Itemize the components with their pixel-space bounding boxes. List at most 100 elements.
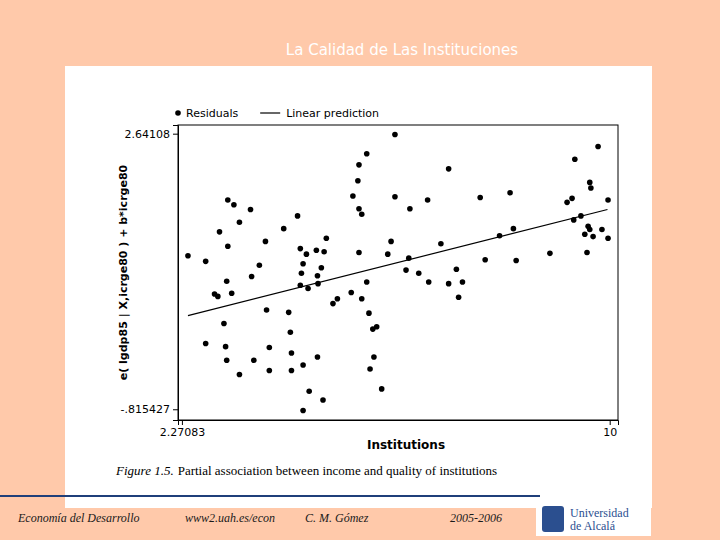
residual-point [392,194,398,200]
y-axis-title: e( lgdp85 | X,icrge80 ) + b*icrge80 [117,164,130,380]
residual-point [584,250,590,256]
residual-point [371,354,377,360]
residual-point [374,324,380,330]
residual-point [379,386,385,392]
legend: Residuals Linear prediction [175,107,379,120]
residual-point [513,258,519,264]
residual-point [388,239,394,245]
residual-point [320,397,326,403]
residual-point [203,341,209,347]
footer-text: C. M. Gómez [305,511,369,525]
residual-point [251,357,257,363]
residual-point [582,231,588,237]
residual-point [350,193,356,199]
footer-text: www2.uah.es/econ [185,511,275,525]
logo-text: de Alcalá [570,519,616,533]
residual-point [225,243,231,249]
residual-point [446,281,452,287]
axis-line [173,126,179,421]
legend-label: Residuals [186,107,238,120]
axis-line [179,421,619,426]
residual-point [319,265,325,271]
residual-point [223,344,229,350]
residual-point [569,196,575,202]
tick-label: 2.64108 [125,128,171,141]
residual-point [438,241,444,247]
plot-marks [185,132,611,413]
tick-label: 2.27083 [160,426,206,439]
residual-point [605,235,611,241]
residual-point [237,372,243,378]
residual-point [267,368,273,374]
legend-swatch [260,112,280,113]
residual-point [300,261,306,267]
residual-point [300,408,306,414]
tick-mark [182,420,183,425]
residual-point [237,219,243,225]
residual-point [289,350,295,356]
residual-point [355,178,361,184]
residual-point [315,273,321,279]
residual-point [225,197,231,203]
residual-point [547,251,553,257]
caption-text: Partial association between income and q… [178,463,498,478]
residual-point [267,345,273,351]
residual-point [289,368,295,374]
residual-point [224,357,230,363]
residual-point [446,166,452,172]
residual-point [231,202,237,208]
residual-point [203,259,209,265]
x-axis-title: Institutions [367,438,445,452]
residual-point [425,197,431,203]
x-tick: 10 [603,420,617,439]
residual-point [403,267,409,273]
tick-label: -.815427 [121,403,170,416]
slide-title: La Calidad de Las Instituciones [286,41,518,59]
residual-point [359,211,365,217]
residual-point [456,294,462,300]
residual-point [356,162,362,168]
residual-point [564,200,570,206]
residual-point [348,290,354,296]
residual-point [511,226,517,232]
residual-point [249,274,255,280]
residual-point [364,151,370,157]
residual-point [263,239,269,245]
tick-mark [610,420,611,425]
residual-point [306,388,312,394]
residual-point [507,190,513,196]
residual-point [367,366,373,372]
residual-point [224,278,230,284]
residual-point [295,213,301,219]
residual-point [364,279,370,285]
y-tick: -.815427 [121,403,178,416]
residual-point [572,156,578,162]
residual-point [185,253,191,259]
legend-label: Linear prediction [286,107,379,120]
residual-point [330,301,336,307]
residual-point [324,235,330,241]
residual-point [366,310,372,316]
residual-point [315,354,321,360]
residual-point [426,279,432,285]
residual-point [392,132,398,138]
residual-point [590,234,596,240]
residual-point [356,206,362,212]
residual-point [281,226,287,232]
footer-rule [0,495,540,497]
residual-point [599,227,605,233]
logo-text: Universidad [570,506,629,520]
residual-point [221,321,227,327]
footer-text: 2005-2006 [450,511,502,525]
residual-point [305,286,311,292]
residual-point [587,180,593,186]
residual-point [304,251,310,257]
figure-panel [65,66,652,508]
residual-point [298,246,304,252]
logo-bg [536,502,651,536]
residual-point [217,229,223,235]
residual-point [595,144,601,150]
residual-point [321,249,327,255]
residual-point [588,185,594,191]
residual-point [477,195,483,201]
